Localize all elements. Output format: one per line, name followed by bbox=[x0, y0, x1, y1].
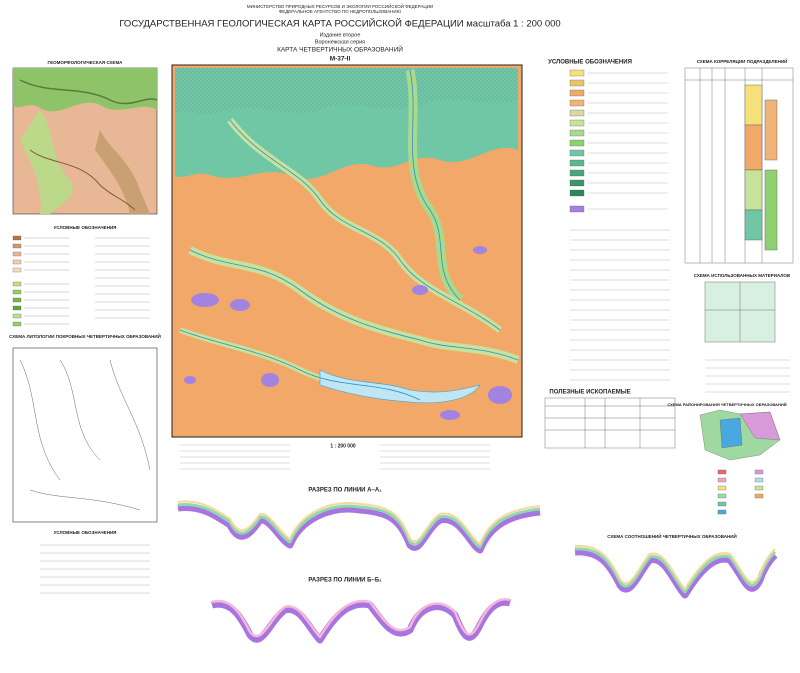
legend-lines bbox=[24, 237, 150, 325]
zoning-legend bbox=[717, 469, 764, 515]
zoning-map bbox=[699, 409, 781, 461]
legend-lines bbox=[705, 359, 790, 393]
panel-title: СХЕМА КОРРЕЛЯЦИИ ПОДРАЗДЕЛЕНИЙ bbox=[697, 57, 788, 64]
geomorph-legend bbox=[12, 235, 22, 327]
legend-lines bbox=[40, 544, 150, 594]
materials-map bbox=[704, 281, 776, 343]
panel-title: СХЕМА СООТНОШЕНИЙ ЧЕТВЕРТИЧНЫХ ОБРАЗОВАН… bbox=[607, 532, 736, 539]
lithology-map bbox=[12, 347, 158, 523]
panel-title: УСЛОВНЫЕ ОБОЗНАЧЕНИЯ bbox=[54, 225, 117, 230]
sheet: M-37-II bbox=[330, 56, 351, 63]
series: Воронежская серия bbox=[315, 39, 365, 45]
edition: Издание второе bbox=[320, 32, 361, 38]
panel-title: УСЛОВНЫЕ ОБОЗНАЧЕНИЯ bbox=[54, 530, 117, 535]
panel-title: РАЗРЕЗ ПО ЛИНИИ А–А₁ bbox=[308, 488, 382, 494]
legend-lines bbox=[570, 72, 670, 381]
correlation-table bbox=[684, 67, 794, 264]
panel-title: СХЕМА ИСПОЛЬЗОВАННЫХ МАТЕРИАЛОВ bbox=[694, 273, 791, 278]
scale: 1 : 200 000 bbox=[330, 443, 356, 449]
map-name: КАРТА ЧЕТВЕРТИЧНЫХ ОБРАЗОВАНИЙ bbox=[277, 45, 403, 54]
title: ГОСУДАРСТВЕННАЯ ГЕОЛОГИЧЕСКАЯ КАРТА РОСС… bbox=[119, 18, 560, 30]
main-map bbox=[171, 64, 523, 438]
panel-title: СХЕМА РАЙОНИРОВАНИЯ ЧЕТВЕРТИЧНЫХ ОБРАЗОВ… bbox=[667, 402, 786, 407]
notes bbox=[180, 444, 490, 470]
panel-title: ГЕОМОРФОЛОГИЧЕСКАЯ СХЕМА bbox=[48, 60, 124, 65]
section-b bbox=[211, 598, 512, 644]
agency: ФЕДЕРАЛЬНОЕ АГЕНТСТВО ПО НЕДРОПОЛЬЗОВАНИ… bbox=[279, 9, 402, 14]
panel-title: УСЛОВНЫЕ ОБОЗНАЧЕНИЯ bbox=[548, 60, 632, 66]
minerals-table bbox=[544, 397, 676, 449]
geomorph-map bbox=[12, 67, 158, 215]
panel-title: РАЗРЕЗ ПО ЛИНИИ Б–Б₁ bbox=[308, 578, 382, 584]
section-a bbox=[177, 500, 541, 554]
relations-section bbox=[574, 544, 778, 599]
panel-title: СХЕМА ЛИТОЛОГИИ ПОКРОВНЫХ ЧЕТВЕРТИЧНЫХ О… bbox=[9, 332, 161, 339]
panel-title: ПОЛЕЗНЫЕ ИСКОПАЕМЫЕ bbox=[549, 390, 630, 396]
ministry: МИНИСТЕРСТВО ПРИРОДНЫХ РЕСУРСОВ И ЭКОЛОГ… bbox=[247, 2, 433, 9]
main-legend bbox=[569, 69, 585, 213]
